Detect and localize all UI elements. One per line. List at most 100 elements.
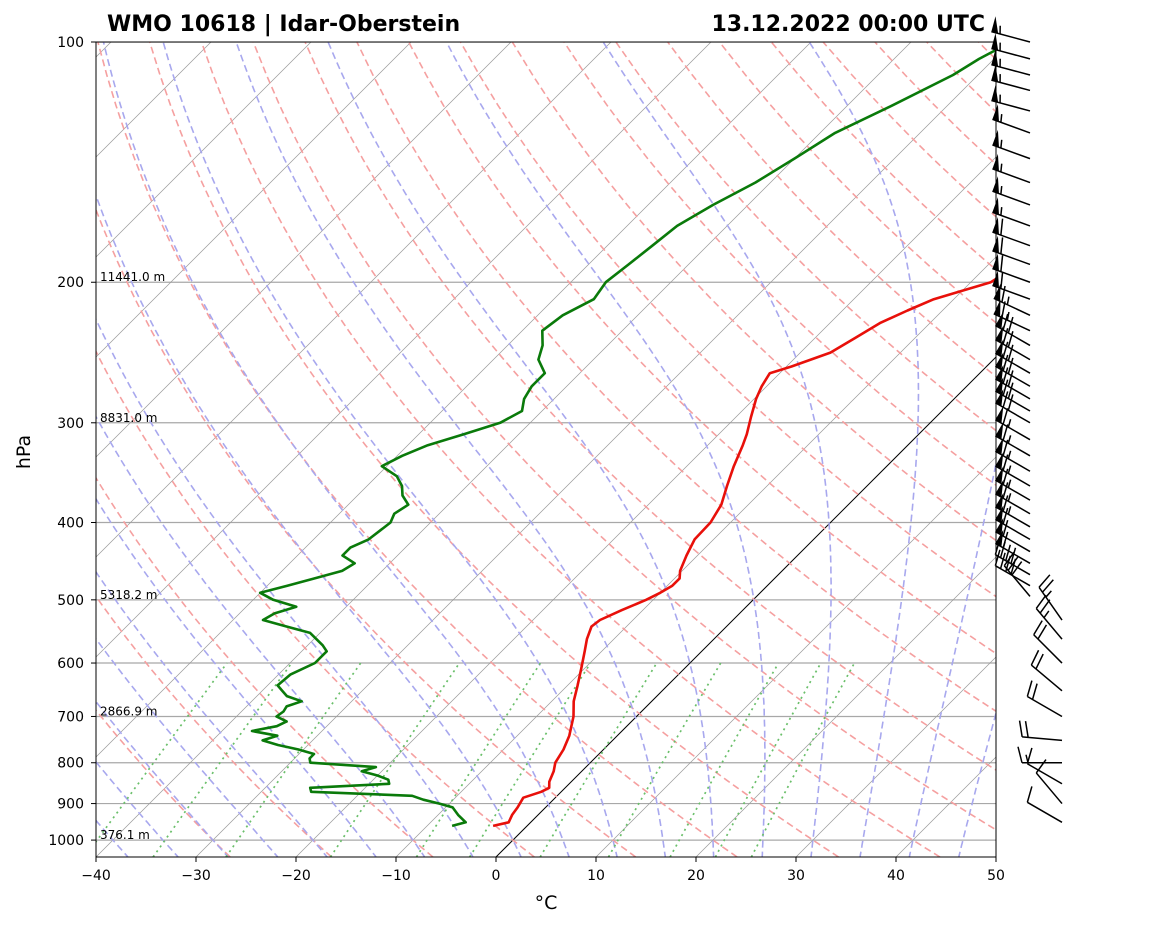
x-tick-label: −40 [81, 868, 111, 884]
moist-adiabat-line [808, 42, 920, 857]
isotherm-line [395, 256, 996, 857]
wind-barb [992, 129, 1031, 160]
isotherm-line [96, 42, 312, 258]
dry-adiabat-line [200, 42, 941, 857]
height-label: 11441.0 m [100, 270, 165, 284]
zero-isotherm-line [495, 356, 996, 857]
mixing-ratio-line [329, 662, 461, 857]
x-tick-label: −30 [181, 868, 211, 884]
moist-adiabat-line [445, 42, 766, 857]
x-tick-label: 40 [887, 868, 905, 884]
profile-lines [250, 48, 996, 828]
isotherm-line [0, 42, 11, 857]
dry-adiabat-line [96, 349, 535, 857]
mixing-ratio-line [468, 662, 592, 857]
mixing-ratio-line [669, 662, 780, 857]
y-tick-label: 1000 [48, 833, 84, 849]
dry-adiabat-line [770, 42, 996, 271]
dry-adiabat-line [511, 42, 996, 542]
moist-adiabat-line [102, 42, 570, 857]
height-label: 8831.0 m [100, 411, 158, 425]
wind-barb [994, 325, 1031, 361]
temperature-profile [492, 277, 996, 828]
y-tick-label: 800 [57, 756, 84, 772]
moist-adiabat-line [96, 570, 329, 857]
dry-adiabat-line [977, 42, 996, 61]
wind-barb [992, 235, 1031, 266]
y-tick-label: 400 [57, 515, 84, 531]
dry-adiabat-line [615, 42, 996, 432]
wind-barbs [991, 16, 1063, 823]
wind-barb [991, 33, 1031, 60]
height-label: 376.1 m [100, 828, 150, 842]
x-tick-label: 50 [987, 868, 1005, 884]
isotherm-line [96, 42, 912, 857]
wind-barb [994, 405, 1031, 441]
dry-adiabat-line [407, 42, 996, 655]
dry-adiabat-line [822, 42, 996, 218]
mixing-ratio-line [225, 662, 362, 857]
moist-adiabat-line [96, 317, 474, 857]
dry-adiabat-line [304, 42, 996, 771]
moist-adiabat-line [235, 42, 667, 857]
x-tick-label: 20 [687, 868, 705, 884]
wind-barb [992, 197, 1031, 227]
dry-adiabat-line [926, 42, 996, 113]
dry-adiabat-line [356, 42, 996, 713]
y-axis-label: hPa [13, 435, 35, 469]
dry-adiabat-line [97, 42, 738, 857]
y-tick-label: 300 [57, 416, 84, 432]
wind-barb [992, 270, 1031, 300]
background-lines [0, 42, 996, 859]
mixing-ratio-line [96, 662, 228, 844]
wind-barb [1026, 786, 1063, 823]
wind-barb [1026, 747, 1063, 785]
x-axis-ticks: −40 −30 −20 −10 0 10 20 30 40 50 [81, 857, 1005, 884]
wind-barb [1035, 594, 1063, 640]
moist-adiabat-line [602, 42, 832, 857]
wind-barb [992, 176, 1031, 206]
wind-barb [992, 217, 1031, 247]
wind-barb [994, 437, 1031, 472]
wind-barb [1033, 620, 1063, 664]
x-tick-label: 10 [587, 868, 605, 884]
height-label: 5318.2 m [100, 588, 158, 602]
wind-barb [1026, 680, 1063, 718]
dry-adiabat-line [667, 42, 996, 378]
dry-adiabat-line [252, 42, 996, 831]
dry-adiabat-line [874, 42, 996, 166]
wind-barb [992, 153, 1031, 184]
isotherm-line [195, 56, 996, 857]
wind-barb [994, 388, 1031, 424]
dry-adiabat-line [96, 709, 231, 857]
wind-barb [1017, 746, 1062, 764]
wind-barb [1035, 759, 1063, 805]
moist-adiabat-line [96, 637, 279, 857]
mixing-ratio-line [152, 662, 293, 857]
y-tick-label: 600 [57, 656, 84, 672]
moist-adiabat-line [0, 42, 79, 859]
isotherm-line [695, 556, 996, 857]
dry-adiabat-line [96, 476, 434, 857]
x-tick-label: 30 [787, 868, 805, 884]
dewpoint-profile [250, 48, 996, 828]
x-tick-label: −10 [381, 868, 411, 884]
chart-timestamp: 13.12.2022 00:00 UTC [711, 12, 985, 37]
moist-adiabat-line [908, 459, 996, 857]
y-tick-label: 700 [57, 709, 84, 725]
wind-barb [992, 253, 1031, 283]
wind-barb [1003, 551, 1031, 597]
isotherm-line [295, 156, 996, 857]
wind-barb [1038, 574, 1063, 621]
moist-adiabat-line [96, 415, 426, 857]
wind-barb [991, 64, 1031, 92]
isotherm-line [96, 42, 712, 658]
isotherm-line [995, 856, 996, 857]
dry-adiabat-line [459, 42, 996, 598]
plot-frame [95, 41, 997, 858]
wind-barb [1030, 649, 1063, 692]
dry-adiabat-line [96, 207, 637, 857]
y-tick-label: 500 [57, 593, 84, 609]
y-tick-label: 200 [57, 275, 84, 291]
